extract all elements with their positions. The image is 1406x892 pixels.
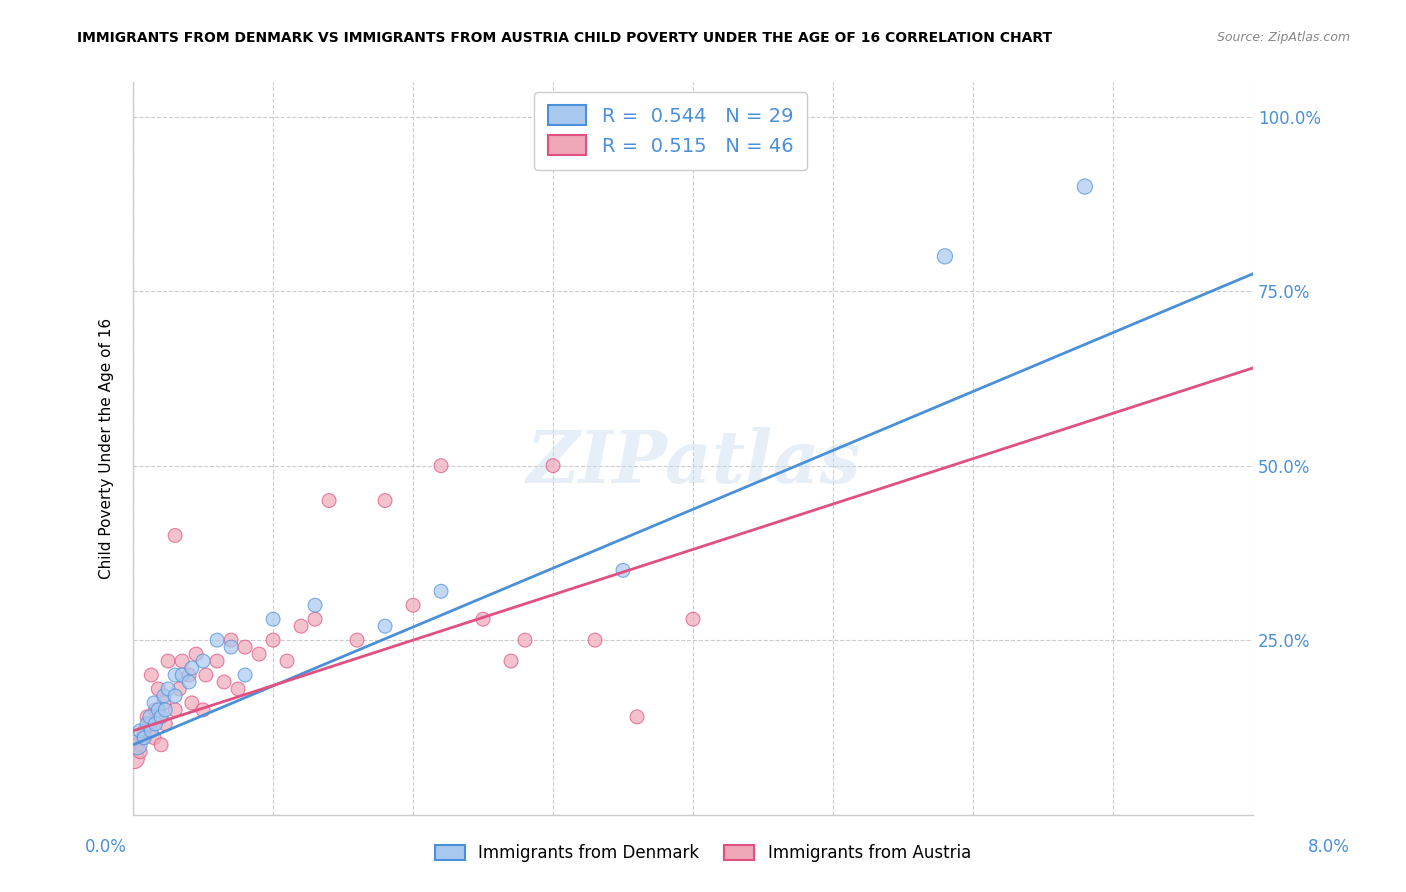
Y-axis label: Child Poverty Under the Age of 16: Child Poverty Under the Age of 16	[100, 318, 114, 579]
Point	[402, 599, 425, 613]
Point	[472, 612, 495, 626]
Point	[430, 458, 453, 473]
Point	[150, 738, 173, 752]
Point	[141, 723, 163, 738]
Point	[124, 752, 146, 766]
Point	[132, 731, 155, 745]
Point	[134, 723, 156, 738]
Point	[304, 612, 326, 626]
Point	[583, 633, 606, 648]
Point	[145, 703, 167, 717]
Point	[191, 654, 214, 668]
Point	[430, 584, 453, 599]
Point	[172, 668, 194, 682]
Point	[247, 647, 270, 661]
Point	[155, 703, 177, 717]
Point	[153, 689, 176, 703]
Point	[169, 681, 191, 696]
Point	[934, 249, 956, 263]
Point	[233, 640, 256, 654]
Point	[172, 654, 194, 668]
Point	[127, 738, 149, 752]
Point	[129, 745, 152, 759]
Point	[1074, 179, 1097, 194]
Point	[148, 703, 170, 717]
Point	[177, 668, 200, 682]
Point	[143, 696, 166, 710]
Point	[226, 681, 249, 696]
Point	[262, 612, 284, 626]
Point	[499, 654, 522, 668]
Point	[262, 633, 284, 648]
Text: Source: ZipAtlas.com: Source: ZipAtlas.com	[1216, 31, 1350, 45]
Point	[180, 696, 202, 710]
Point	[219, 640, 242, 654]
Point	[150, 710, 173, 724]
Point	[165, 689, 187, 703]
Point	[233, 668, 256, 682]
Point	[541, 458, 564, 473]
Point	[304, 599, 326, 613]
Point	[318, 493, 340, 508]
Point	[129, 723, 152, 738]
Point	[180, 661, 202, 675]
Point	[153, 696, 176, 710]
Point	[290, 619, 312, 633]
Legend: Immigrants from Denmark, Immigrants from Austria: Immigrants from Denmark, Immigrants from…	[426, 836, 980, 871]
Point	[165, 703, 187, 717]
Point	[148, 681, 170, 696]
Text: 0.0%: 0.0%	[84, 838, 127, 855]
Point	[374, 493, 396, 508]
Point	[165, 528, 187, 542]
Point	[141, 668, 163, 682]
Point	[374, 619, 396, 633]
Point	[219, 633, 242, 648]
Point	[165, 668, 187, 682]
Point	[136, 716, 159, 731]
Point	[212, 675, 235, 690]
Point	[346, 633, 368, 648]
Point	[612, 563, 634, 577]
Point	[157, 681, 180, 696]
Point	[136, 710, 159, 724]
Text: IMMIGRANTS FROM DENMARK VS IMMIGRANTS FROM AUSTRIA CHILD POVERTY UNDER THE AGE O: IMMIGRANTS FROM DENMARK VS IMMIGRANTS FR…	[77, 31, 1053, 45]
Point	[682, 612, 704, 626]
Point	[184, 647, 207, 661]
Point	[191, 703, 214, 717]
Point	[513, 633, 536, 648]
Legend: R =  0.544   N = 29, R =  0.515   N = 46: R = 0.544 N = 29, R = 0.515 N = 46	[534, 92, 807, 169]
Point	[177, 675, 200, 690]
Point	[157, 654, 180, 668]
Point	[626, 710, 648, 724]
Point	[155, 716, 177, 731]
Point	[143, 731, 166, 745]
Text: 8.0%: 8.0%	[1308, 838, 1350, 855]
Point	[276, 654, 298, 668]
Point	[127, 738, 149, 752]
Text: ZIPatlas: ZIPatlas	[526, 427, 860, 499]
Point	[139, 710, 162, 724]
Point	[205, 633, 228, 648]
Point	[205, 654, 228, 668]
Point	[194, 668, 217, 682]
Point	[139, 716, 162, 731]
Point	[145, 716, 167, 731]
Point	[134, 731, 156, 745]
